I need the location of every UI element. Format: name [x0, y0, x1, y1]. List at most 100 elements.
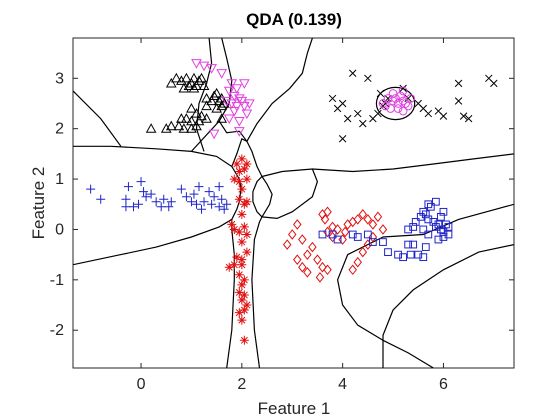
data-point	[198, 80, 210, 90]
data-point	[293, 254, 302, 265]
y-axis-ticks: -2 -1 0 1 2 3	[50, 70, 514, 339]
data-point	[204, 187, 214, 197]
data-point	[164, 202, 174, 212]
data-point	[421, 210, 430, 219]
data-point	[343, 114, 352, 123]
data-point	[121, 202, 131, 212]
data-point	[454, 97, 463, 105]
data-point	[239, 79, 250, 89]
data-point	[234, 270, 244, 280]
data-point	[239, 164, 249, 174]
data-point	[178, 123, 190, 133]
data-point	[232, 252, 242, 262]
data-point	[191, 108, 202, 118]
data-point	[396, 91, 405, 101]
data-point	[191, 199, 201, 209]
data-point	[406, 250, 415, 259]
data-point	[242, 174, 252, 184]
data-point	[208, 129, 220, 140]
data-point	[234, 308, 244, 318]
data-point	[374, 109, 382, 118]
data-point	[211, 103, 222, 113]
data-point	[123, 182, 133, 192]
data-point	[193, 115, 205, 126]
data-point	[363, 214, 373, 225]
data-point	[348, 230, 357, 239]
data-point	[409, 223, 418, 231]
data-point	[214, 182, 224, 192]
x-tick-label: 4	[338, 376, 347, 393]
data-point	[282, 239, 292, 250]
data-point	[373, 211, 383, 223]
data-point	[232, 159, 242, 169]
data-point	[318, 261, 327, 273]
decision-boundary-curve	[336, 203, 514, 368]
data-point	[181, 192, 191, 202]
data-point	[353, 214, 363, 225]
data-point	[406, 94, 416, 103]
data-point	[189, 189, 199, 199]
decision-boundary-ellipse	[375, 86, 416, 121]
data-point	[318, 230, 327, 239]
data-point	[186, 77, 197, 88]
data-point	[229, 224, 239, 234]
data-point	[233, 127, 245, 137]
data-point	[399, 84, 407, 93]
data-point	[338, 99, 347, 108]
data-point	[128, 202, 138, 212]
data-point	[198, 61, 210, 72]
data-point	[320, 214, 330, 225]
data-point	[194, 182, 204, 192]
data-point	[234, 194, 244, 204]
data-point	[96, 194, 106, 204]
data-point	[188, 72, 200, 83]
data-point	[404, 225, 413, 234]
data-point	[333, 224, 342, 235]
data-point	[394, 250, 402, 259]
data-point	[437, 212, 445, 221]
x-axis-ticks: 0 2 4 6	[137, 38, 448, 393]
x-tick-label: 0	[137, 376, 146, 393]
data-point	[165, 120, 177, 131]
data-point	[404, 94, 412, 103]
data-point	[228, 91, 240, 102]
data-point	[196, 110, 207, 121]
decision-boundary-curve	[73, 145, 242, 266]
data-point	[363, 239, 373, 250]
data-point	[209, 192, 219, 202]
data-point	[170, 72, 182, 83]
data-point	[217, 194, 227, 204]
data-point	[379, 238, 387, 246]
data-point	[207, 199, 217, 209]
data-point	[338, 135, 347, 143]
data-point	[490, 79, 498, 88]
data-point	[201, 113, 212, 123]
y-axis-label: Feature 2	[29, 167, 48, 240]
data-point	[308, 241, 317, 253]
data-point	[437, 225, 445, 234]
data-point	[224, 262, 234, 272]
data-point	[239, 305, 249, 315]
x-tick-label: 6	[439, 376, 448, 393]
data-point	[233, 94, 245, 104]
data-point	[403, 101, 413, 111]
x-tick-label: 2	[237, 376, 246, 393]
data-point	[159, 194, 169, 204]
chart-title: QDA (0.139)	[246, 10, 342, 29]
data-point	[388, 89, 398, 98]
data-point	[196, 72, 207, 83]
data-point	[223, 114, 235, 125]
data-point	[241, 109, 253, 120]
data-point	[424, 109, 433, 118]
data-point	[391, 94, 400, 103]
data-point	[426, 202, 435, 211]
data-point	[237, 184, 247, 194]
data-point	[191, 80, 202, 90]
data-point	[186, 197, 196, 207]
data-point	[145, 123, 157, 133]
data-point	[226, 99, 238, 110]
data-point	[378, 99, 388, 108]
data-point	[439, 228, 448, 236]
decision-boundary-curve	[382, 244, 514, 368]
